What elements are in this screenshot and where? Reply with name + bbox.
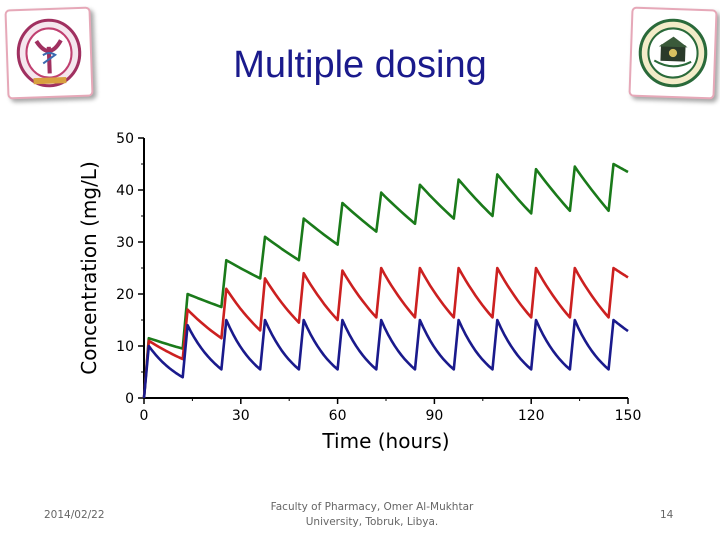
x-tick-label: 60 bbox=[329, 408, 347, 424]
series-line-1 bbox=[142, 162, 629, 399]
y-tick-label: 10 bbox=[116, 339, 134, 355]
chart-tick-labels: 0 10 20 30 40 50 0 30 60 90 120 150 bbox=[116, 131, 641, 424]
slide-title: Multiple dosing bbox=[233, 44, 487, 86]
x-tick-label: 150 bbox=[615, 408, 642, 424]
series-line-2 bbox=[142, 266, 629, 399]
series-line-3 bbox=[142, 318, 629, 399]
y-axis-label: Concentration (mg/L) bbox=[77, 161, 101, 375]
footer-faculty: Faculty of Pharmacy, Omer Al-Mukhtar Uni… bbox=[270, 501, 474, 528]
pharmacy-faculty-logo bbox=[4, 6, 94, 100]
x-tick-label: 90 bbox=[425, 408, 443, 424]
x-axis-label: Time (hours) bbox=[321, 429, 449, 453]
university-seal-icon bbox=[638, 18, 708, 88]
x-tick-label: 120 bbox=[518, 408, 545, 424]
university-seal-logo bbox=[628, 6, 718, 100]
x-tick-label: 0 bbox=[140, 408, 149, 424]
footer-date: 2014/02/22 bbox=[44, 509, 105, 521]
pharmacy-logo-icon bbox=[16, 18, 82, 88]
y-tick-label: 30 bbox=[116, 235, 134, 251]
chart-series bbox=[142, 162, 629, 399]
y-tick-label: 0 bbox=[125, 391, 134, 407]
y-tick-label: 50 bbox=[116, 131, 134, 147]
y-tick-label: 40 bbox=[116, 183, 134, 199]
page-number: 14 bbox=[660, 509, 674, 521]
x-tick-label: 30 bbox=[232, 408, 250, 424]
y-tick-label: 20 bbox=[116, 287, 134, 303]
multiple-dosing-chart: 0 10 20 30 40 50 0 30 60 90 120 150 Time (hours) Co… bbox=[77, 131, 641, 453]
chart-axes bbox=[138, 137, 629, 404]
